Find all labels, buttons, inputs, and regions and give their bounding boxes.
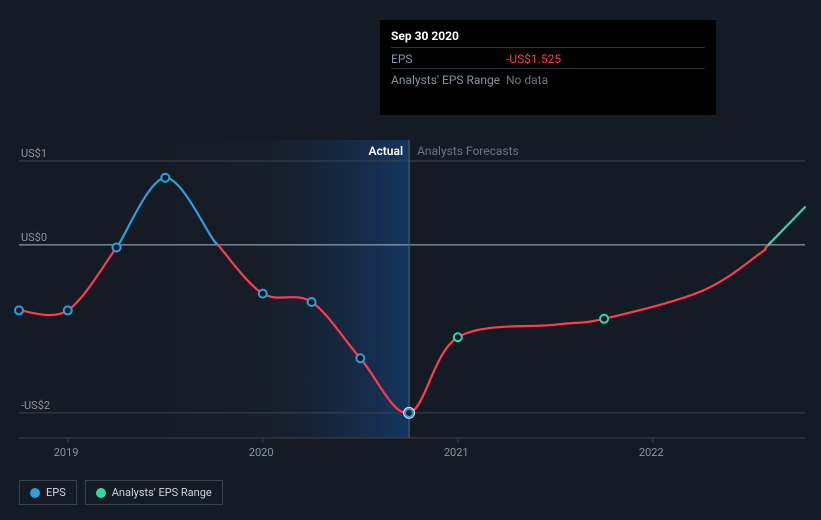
x-axis-label: 2021 <box>444 446 469 459</box>
eps-chart: Sep 30 2020 EPS-US$1.525Analysts' EPS Ra… <box>0 0 821 520</box>
tooltip-row: Analysts' EPS RangeNo data <box>391 68 705 87</box>
x-axis-label: 2020 <box>249 446 274 459</box>
legend-swatch-icon <box>96 488 106 498</box>
tooltip-row-value: No data <box>506 73 548 87</box>
legend-swatch-icon <box>30 488 40 498</box>
tooltip-row: EPS-US$1.525 <box>391 47 705 66</box>
tooltip-title: Sep 30 2020 <box>391 29 705 43</box>
y-axis-label: -US$2 <box>21 399 50 412</box>
tooltip-row-value: -US$1.525 <box>506 52 561 66</box>
y-axis-label: US$1 <box>21 147 47 160</box>
y-axis-label: US$0 <box>21 231 47 244</box>
tooltip-row-label: EPS <box>391 52 506 66</box>
chart-legend: EPS Analysts' EPS Range <box>19 480 223 505</box>
legend-item[interactable]: EPS <box>19 480 77 505</box>
tooltip-row-label: Analysts' EPS Range <box>391 73 506 87</box>
region-label-actual: Actual <box>359 144 403 158</box>
x-axis-label: 2022 <box>639 446 664 459</box>
region-label-forecast: Analysts Forecasts <box>417 144 519 158</box>
x-axis-label: 2019 <box>54 446 79 459</box>
chart-tooltip: Sep 30 2020 EPS-US$1.525Analysts' EPS Ra… <box>380 20 716 115</box>
legend-label: EPS <box>46 486 66 499</box>
legend-item[interactable]: Analysts' EPS Range <box>85 480 223 505</box>
legend-label: Analysts' EPS Range <box>112 486 212 499</box>
